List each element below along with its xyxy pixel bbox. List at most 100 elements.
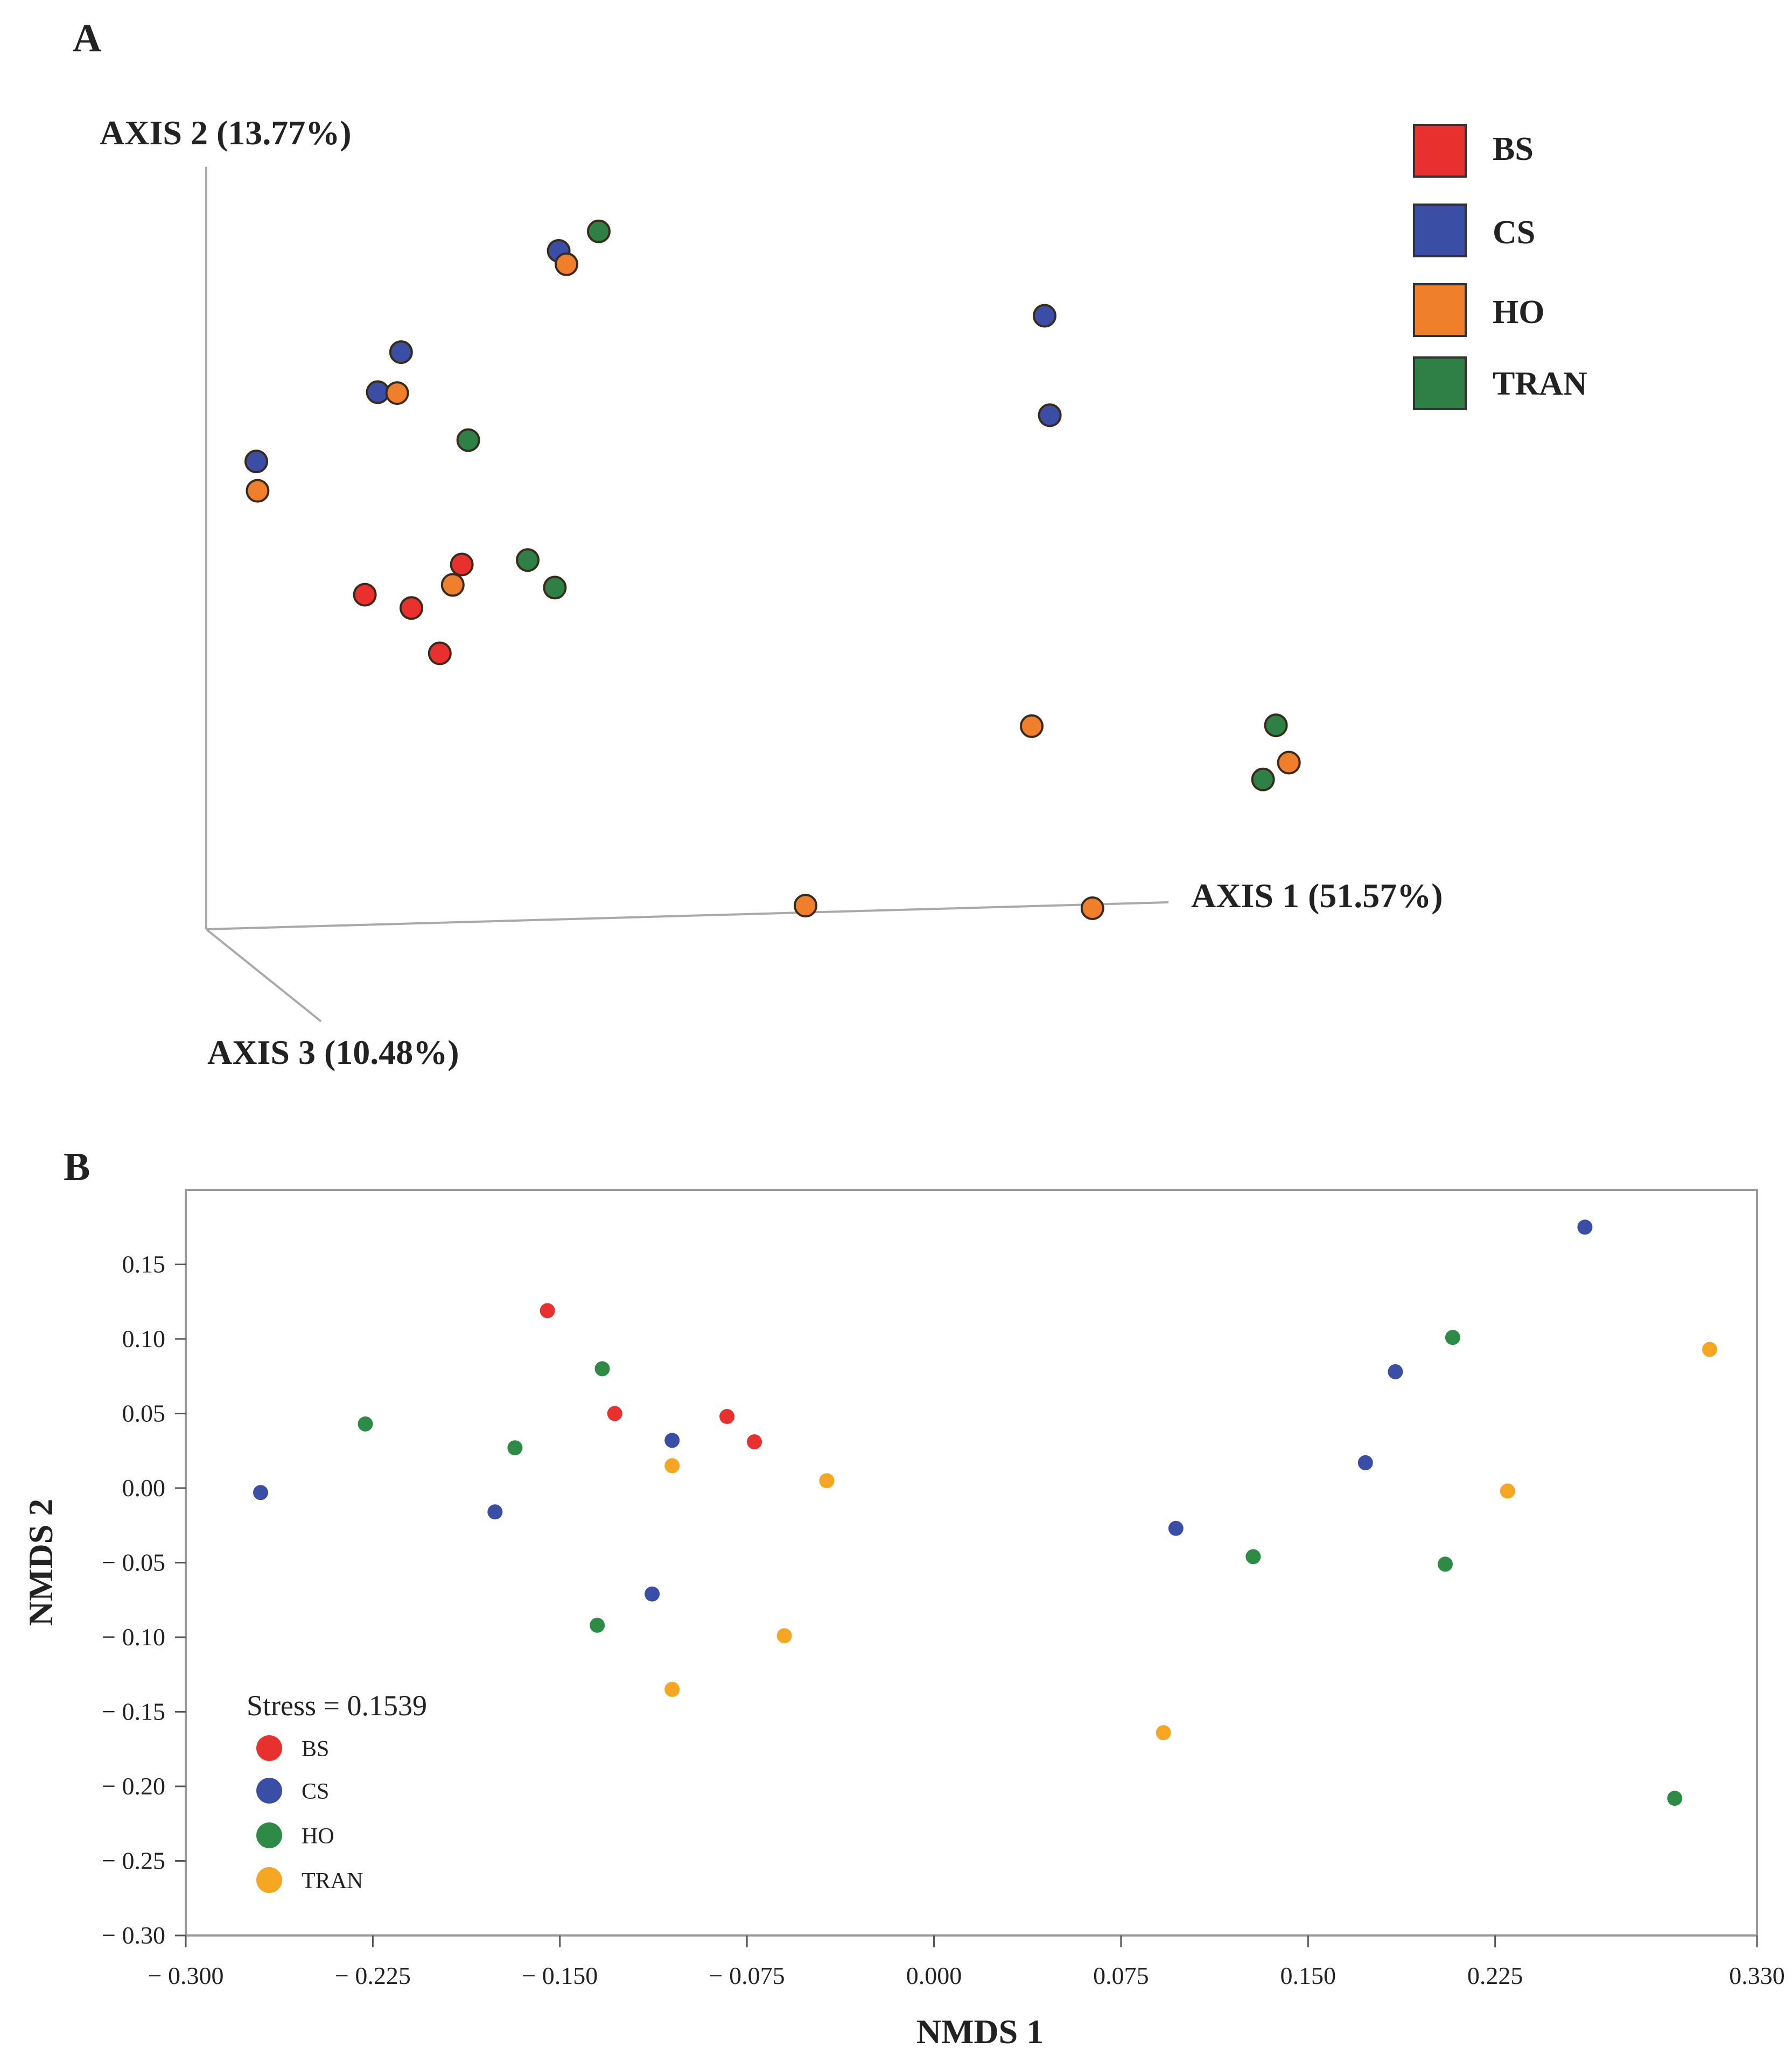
axis1-label: AXIS 1 (51.57%) [1191, 876, 1443, 915]
x-tick-label-2: − 0.150 [522, 1962, 598, 1989]
point-b-tran-23 [664, 1681, 680, 1697]
point-b-tran-25 [1500, 1483, 1515, 1499]
point-a-cs-3 [244, 450, 268, 474]
point-a-tran-16 [516, 548, 540, 572]
point-b-ho-12 [358, 1416, 373, 1432]
panel-a-legend: BS CS HO TRAN [1413, 124, 1587, 410]
point-b-ho-18 [1438, 1556, 1453, 1572]
point-a-tran-15 [456, 428, 480, 452]
point-a-cs-1 [1038, 403, 1062, 427]
point-a-ho-10 [1020, 714, 1044, 738]
axis3-line [205, 928, 322, 1022]
panel-b-ticks: − 0.300 − 0.225 − 0.150 − 0.075 0.000 0.075 0.… [102, 1251, 1785, 1990]
point-b-tran-21 [819, 1473, 835, 1489]
point-b-ho-16 [1245, 1549, 1261, 1565]
x-tick-label-1: − 0.225 [335, 1962, 411, 1989]
point-a-ho-7 [385, 381, 409, 405]
axis1-line [206, 901, 1169, 930]
y-tick-label-6: − 0.15 [102, 1698, 165, 1726]
panel-a-letter: A [73, 16, 101, 60]
point-a-ho-13 [1080, 896, 1104, 920]
y-tick-label-5: − 0.10 [102, 1623, 165, 1651]
point-a-bs-22 [400, 596, 423, 620]
point-a-ho-11 [1277, 751, 1301, 775]
point-b-bs-2 [719, 1409, 735, 1424]
panel-b-points [253, 1219, 1717, 1806]
legend-a-label-bs: BS [1493, 131, 1534, 167]
panel-a: A AXIS 2 (13.77%) AXIS 1 (51.57%) AXIS 3… [73, 16, 1587, 1071]
point-a-ho-6 [555, 252, 578, 276]
legend-a-swatch-ho [1413, 283, 1467, 337]
legend-b-label-tran: TRAN [302, 1869, 363, 1893]
legend-b-label-ho: HO [302, 1824, 334, 1849]
x-tick-label-7: 0.225 [1467, 1962, 1523, 1989]
point-b-ho-13 [507, 1440, 523, 1456]
panel-b: B − 0.300 − 0.225 − 0.150 − 0.075 0.000 0.075… [22, 1145, 1785, 2048]
plot-frame [185, 1189, 1758, 1937]
point-a-ho-9 [440, 573, 465, 597]
point-b-tran-20 [664, 1458, 680, 1474]
legend-a-swatch-tran [1413, 356, 1467, 410]
point-b-cs-11 [1577, 1219, 1593, 1235]
point-b-tran-24 [1156, 1725, 1171, 1741]
panel-a-points [244, 219, 1301, 920]
panel-b-legend: BS CS HO TRAN [256, 1735, 363, 1893]
y-tick-label-1: 0.10 [122, 1325, 166, 1352]
y-tick-label-9: − 0.30 [102, 1921, 165, 1949]
legend-b-dot-ho [256, 1822, 282, 1848]
point-b-ho-19 [1667, 1791, 1683, 1806]
axis2-label: AXIS 2 (13.77%) [100, 114, 352, 152]
x-axis-title: NMDS 1 [916, 2012, 1044, 2048]
point-b-cs-5 [487, 1504, 503, 1520]
point-b-cs-4 [253, 1485, 268, 1500]
x-tick-label-4: 0.000 [906, 1962, 962, 1989]
point-a-tran-17 [543, 576, 567, 600]
point-a-ho-12 [794, 894, 817, 918]
legend-b-label-cs: CS [302, 1779, 329, 1804]
x-tick-label-6: 0.150 [1280, 1962, 1336, 1989]
point-b-cs-8 [1168, 1520, 1184, 1536]
point-a-bs-23 [428, 641, 452, 665]
point-b-bs-0 [540, 1303, 555, 1318]
point-b-cs-10 [1388, 1364, 1403, 1379]
point-b-cs-6 [664, 1433, 680, 1448]
legend-a-swatch-bs [1413, 124, 1467, 178]
legend-b-dot-bs [256, 1735, 282, 1761]
point-a-ho-8 [246, 479, 270, 503]
y-tick-label-8: − 0.25 [102, 1847, 165, 1875]
x-tick-label-5: 0.075 [1093, 1962, 1149, 1989]
point-a-tran-14 [587, 219, 611, 243]
point-b-ho-17 [1445, 1330, 1460, 1345]
point-b-ho-14 [594, 1361, 610, 1377]
point-a-cs-4 [366, 380, 390, 404]
point-b-cs-9 [1357, 1455, 1373, 1470]
point-a-cs-0 [1033, 304, 1056, 328]
point-b-cs-7 [645, 1586, 660, 1602]
point-a-tran-19 [1251, 767, 1275, 791]
point-b-bs-3 [747, 1434, 762, 1450]
point-a-tran-18 [1264, 713, 1288, 738]
point-b-tran-22 [776, 1628, 792, 1644]
y-tick-label-2: 0.05 [122, 1400, 166, 1427]
x-tick-label-3: − 0.075 [709, 1962, 785, 1989]
point-b-tran-26 [1702, 1342, 1717, 1357]
x-tick-label-0: − 0.300 [148, 1962, 224, 1989]
legend-a-label-ho: HO [1493, 294, 1544, 331]
y-tick-label-7: − 0.20 [102, 1772, 165, 1800]
point-b-bs-1 [607, 1406, 622, 1421]
point-a-bs-21 [353, 583, 377, 607]
legend-a-swatch-cs [1413, 204, 1467, 257]
y-tick-label-4: − 0.05 [102, 1549, 165, 1576]
y-tick-label-0: 0.15 [122, 1251, 166, 1278]
y-axis-title: NMDS 2 [22, 1499, 60, 1626]
legend-b-dot-tran [256, 1867, 282, 1893]
legend-a-label-tran: TRAN [1493, 366, 1587, 402]
panel-b-letter: B [64, 1145, 90, 1189]
legend-a-label-cs: CS [1493, 214, 1535, 251]
legend-b-label-bs: BS [302, 1737, 329, 1762]
x-tick-label-8: 0.330 [1729, 1962, 1785, 1989]
axis3-label: AXIS 3 (10.48%) [207, 1033, 459, 1071]
point-a-bs-20 [450, 552, 474, 577]
stress-annotation: Stress = 0.1539 [247, 1689, 427, 1722]
